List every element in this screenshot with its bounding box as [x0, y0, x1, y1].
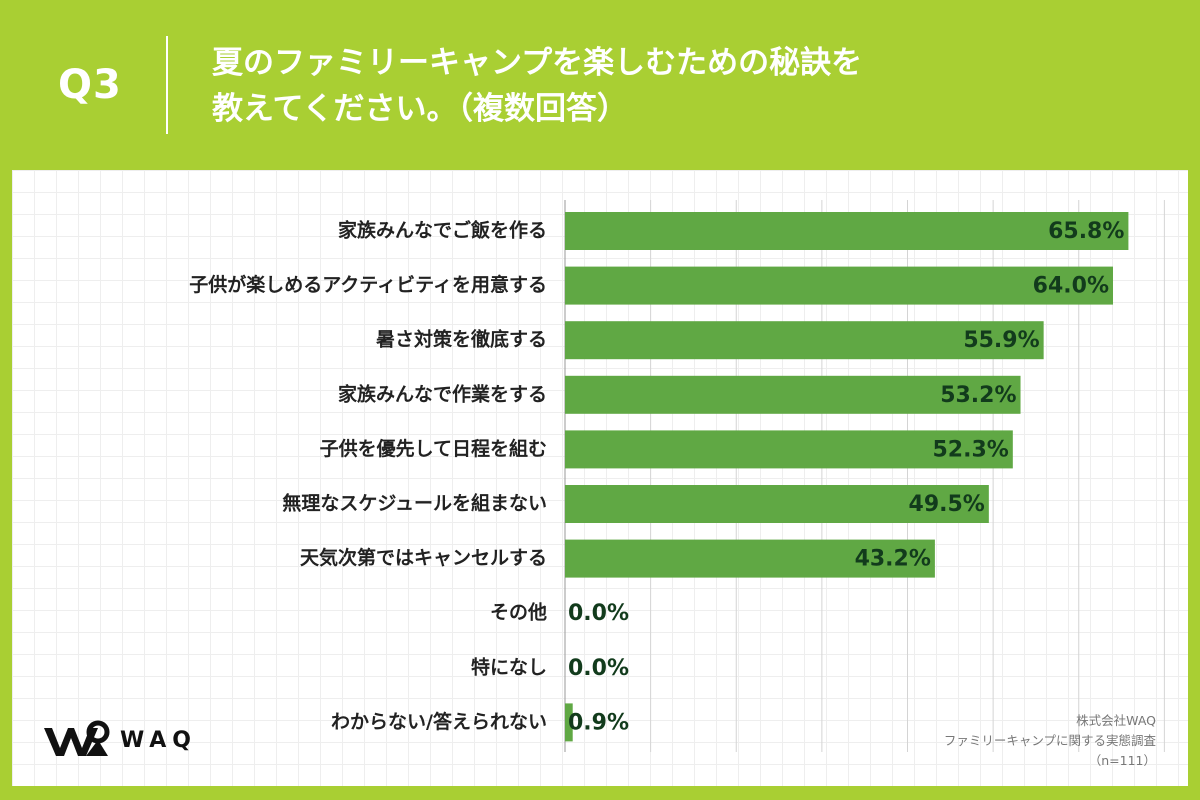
- chart-panel: 家族みんなでご飯を作る 65.8% 子供が楽しめるアクティビティを用意する 64.0%…: [12, 170, 1188, 786]
- category-label: 無理なスケジュールを組まない: [282, 492, 547, 515]
- bar: [565, 375, 1021, 414]
- value-label: 0.0%: [568, 656, 629, 681]
- category-label: 暑さ対策を徹底する: [376, 328, 547, 351]
- value-label: 64.0%: [1033, 274, 1109, 299]
- bar: [565, 485, 989, 523]
- category-label: 特になし: [471, 656, 547, 678]
- category-label: 家族みんなで作業をする: [338, 382, 547, 405]
- question-title: 夏のファミリーキャンプを楽しむための秘訣を 教えてください。（複数回答）: [212, 40, 1162, 132]
- category-label: その他: [490, 601, 547, 624]
- category-label: 子供を優先して日程を組む: [320, 437, 547, 460]
- category-label: わからない/答えられない: [331, 710, 547, 733]
- value-label: 55.9%: [963, 328, 1039, 353]
- question-number: Q3: [58, 62, 122, 108]
- waq-logo: WAQ: [42, 718, 197, 762]
- bar: [565, 703, 573, 742]
- bar: [565, 321, 1044, 360]
- value-label: 0.0%: [568, 601, 629, 626]
- source-note: 株式会社WAQ ファミリーキャンプに関する実態調査 （n=111）: [944, 711, 1156, 771]
- source-survey: ファミリーキャンプに関する実態調査: [943, 733, 1156, 748]
- category-label: 子供が楽しめるアクティビティを用意する: [189, 273, 547, 296]
- bar-chart: 家族みんなでご飯を作る 65.8% 子供が楽しめるアクティビティを用意する 64.0%…: [189, 200, 1165, 752]
- value-label: 53.2%: [940, 383, 1016, 408]
- value-label: 43.2%: [855, 547, 931, 572]
- waq-logo-mark-icon: [44, 720, 110, 756]
- question-title-line1: 夏のファミリーキャンプを楽しむための秘訣を: [212, 45, 863, 81]
- category-label: 家族みんなでご飯を作る: [338, 219, 547, 242]
- value-label: 65.8%: [1048, 219, 1124, 244]
- value-label: 0.9%: [568, 710, 629, 735]
- source-company: 株式会社WAQ: [1076, 713, 1156, 728]
- bar: [565, 266, 1113, 305]
- category-label: 天気次第ではキャンセルする: [300, 546, 547, 569]
- source-sample: （n=111）: [1088, 753, 1156, 768]
- bar: [565, 212, 1129, 250]
- waq-logo-text: WAQ: [120, 727, 198, 753]
- question-title-line2: 教えてください。（複数回答）: [212, 91, 629, 127]
- bar: [565, 430, 1013, 469]
- value-label: 52.3%: [932, 437, 1008, 462]
- header-divider: [166, 36, 168, 134]
- value-label: 49.5%: [909, 492, 985, 517]
- bar: [565, 539, 935, 578]
